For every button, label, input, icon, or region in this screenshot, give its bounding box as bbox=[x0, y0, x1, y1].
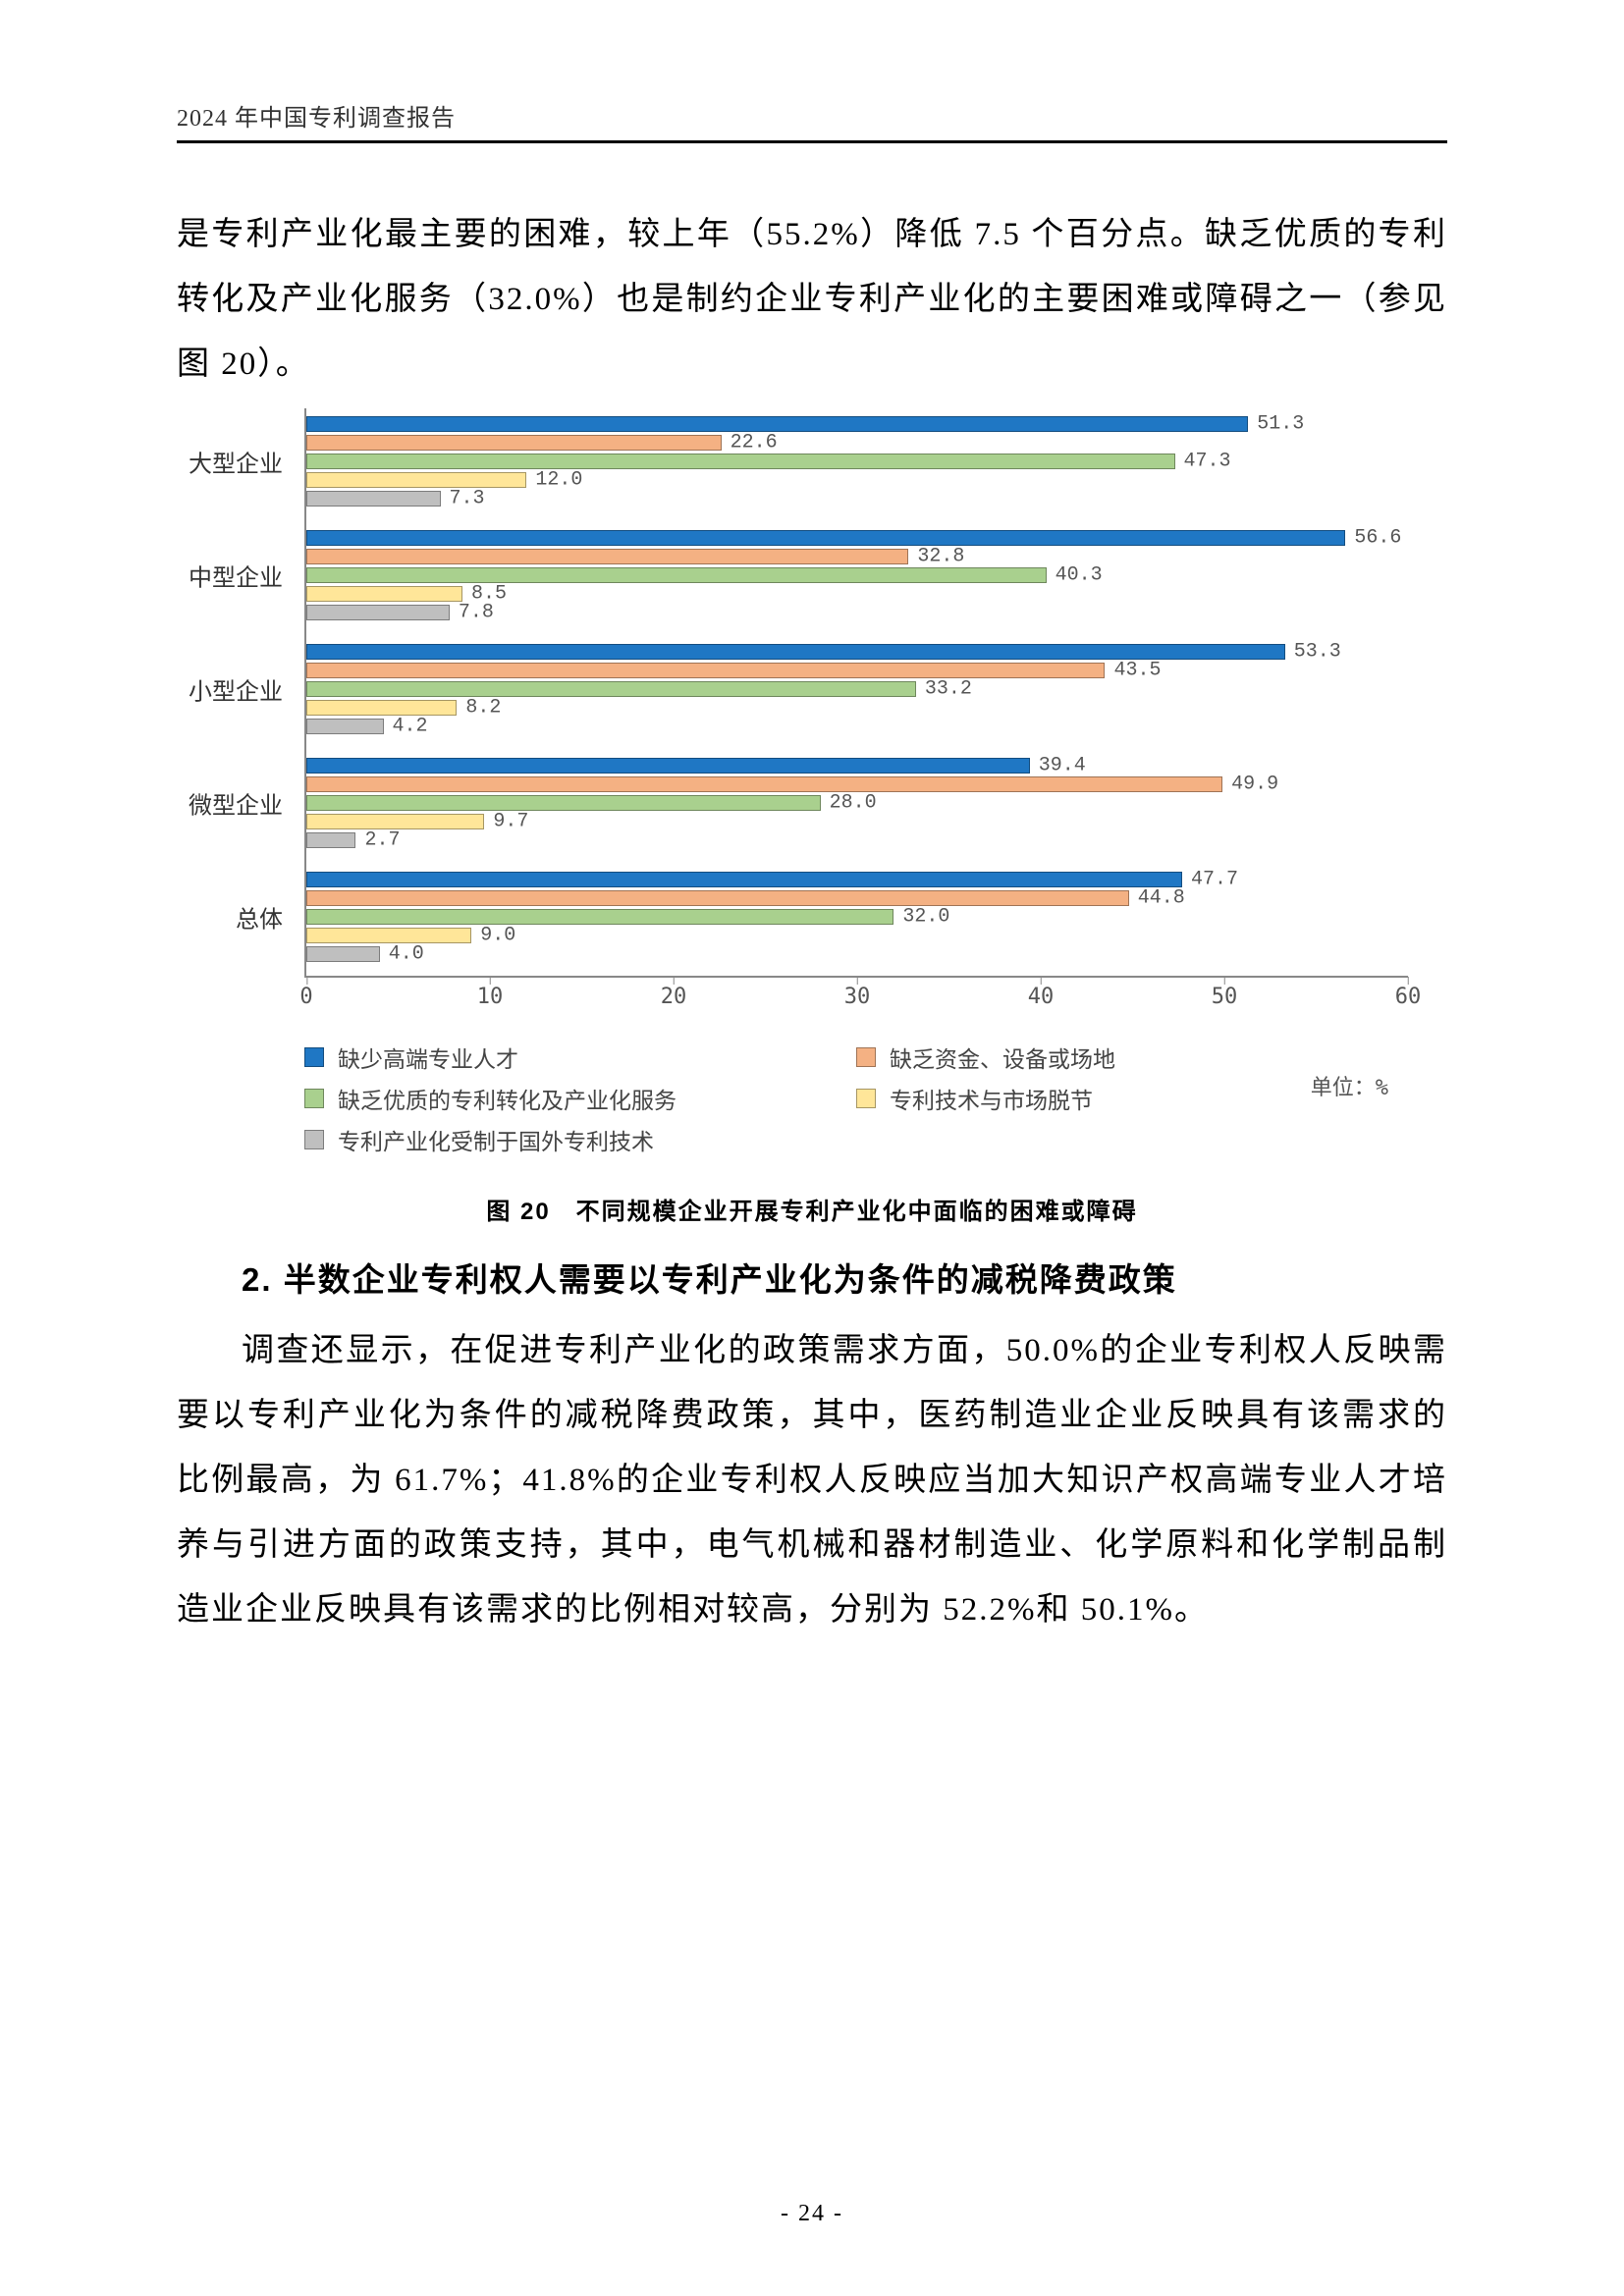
chart-xtick: 60 bbox=[1395, 985, 1422, 1009]
legend-swatch bbox=[856, 1047, 876, 1067]
chart-bar: 44.8 bbox=[306, 890, 1129, 906]
chart-bar: 49.9 bbox=[306, 776, 1222, 792]
chart-bar: 40.3 bbox=[306, 567, 1047, 583]
chart-xtick: 10 bbox=[477, 985, 504, 1009]
legend-label: 缺少高端专业人才 bbox=[338, 1041, 518, 1074]
legend-swatch bbox=[304, 1130, 324, 1149]
body-para-2: 调查还显示，在促进专利产业化的政策需求方面，50.0%的企业专利权人反映需要以专… bbox=[177, 1318, 1447, 1642]
chart-bar-value: 12.0 bbox=[525, 469, 582, 492]
legend-label: 缺乏资金、设备或场地 bbox=[890, 1041, 1115, 1074]
chart-bar: 9.0 bbox=[306, 928, 471, 943]
chart-bar: 51.3 bbox=[306, 416, 1248, 432]
chart-xtick: 40 bbox=[1028, 985, 1055, 1009]
legend-item: 缺少高端专业人才 bbox=[304, 1037, 856, 1078]
chart-bar: 7.3 bbox=[306, 491, 441, 507]
chart-bar: 8.2 bbox=[306, 700, 457, 716]
running-header: 2024 年中国专利调查报告 bbox=[177, 98, 1447, 133]
chart-bar: 22.6 bbox=[306, 435, 722, 451]
chart-bar-value: 2.7 bbox=[354, 829, 400, 852]
chart-bar-value: 56.6 bbox=[1344, 527, 1401, 550]
legend-item: 专利产业化受制于国外专利技术 bbox=[304, 1119, 856, 1160]
chart-group-label: 大型企业 bbox=[189, 445, 306, 479]
chart-bar: 7.8 bbox=[306, 605, 450, 620]
chart-bar-value: 4.0 bbox=[379, 943, 424, 966]
chart-bar-value: 28.0 bbox=[820, 792, 877, 815]
chart-bar-value: 32.8 bbox=[907, 546, 964, 568]
chart-bar-value: 7.3 bbox=[440, 488, 485, 510]
chart-group-label: 总体 bbox=[236, 900, 306, 934]
page-number: - 24 - bbox=[0, 2201, 1624, 2227]
legend-item: 缺乏资金、设备或场地 bbox=[856, 1037, 1408, 1078]
legend-swatch bbox=[304, 1047, 324, 1067]
chart-bar: 8.5 bbox=[306, 586, 462, 602]
chart-group-label: 小型企业 bbox=[189, 672, 306, 707]
chart-bar-value: 7.8 bbox=[449, 602, 494, 624]
chart-bar: 32.8 bbox=[306, 549, 908, 564]
chart-group-label: 微型企业 bbox=[189, 786, 306, 821]
legend-item: 专利技术与市场脱节 bbox=[856, 1078, 1408, 1119]
chart-bar: 56.6 bbox=[306, 530, 1345, 546]
chart-axes: 0102030405060大型企业51.322.647.312.07.3中型企业… bbox=[304, 408, 1408, 978]
chart-bar-value: 47.7 bbox=[1181, 869, 1238, 891]
chart-bar-value: 47.3 bbox=[1174, 451, 1231, 473]
chart-bar-value: 4.2 bbox=[383, 716, 428, 738]
chart-bar-value: 39.4 bbox=[1029, 755, 1086, 777]
figure-20-caption: 图 20 不同规模企业开展专利产业化中面临的困难或障碍 bbox=[177, 1192, 1447, 1226]
chart-bar: 28.0 bbox=[306, 795, 821, 811]
chart-bar: 47.3 bbox=[306, 454, 1175, 469]
chart-bar: 12.0 bbox=[306, 472, 526, 488]
page: 2024 年中国专利调查报告 是专利产业化最主要的困难，较上年（55.2%）降低… bbox=[0, 0, 1624, 2296]
chart-bar: 32.0 bbox=[306, 909, 893, 925]
chart-xtick: 30 bbox=[844, 985, 871, 1009]
legend-swatch bbox=[304, 1089, 324, 1108]
legend-label: 专利技术与市场脱节 bbox=[890, 1082, 1093, 1115]
chart-bar-value: 22.6 bbox=[721, 432, 778, 454]
legend-swatch bbox=[856, 1089, 876, 1108]
chart-group-label: 中型企业 bbox=[189, 559, 306, 593]
chart-bar: 4.2 bbox=[306, 719, 384, 734]
chart-bar-value: 44.8 bbox=[1128, 887, 1185, 910]
chart-bar-value: 9.0 bbox=[470, 925, 515, 947]
legend-label: 专利产业化受制于国外专利技术 bbox=[338, 1123, 654, 1156]
chart-plot-area: 0102030405060大型企业51.322.647.312.07.3中型企业… bbox=[304, 408, 1408, 1017]
chart-bar-value: 49.9 bbox=[1221, 774, 1278, 796]
chart-bar-value: 40.3 bbox=[1046, 564, 1103, 587]
chart-xtick: 50 bbox=[1212, 985, 1238, 1009]
chart-bar-value: 43.5 bbox=[1104, 660, 1161, 682]
chart-bar-value: 51.3 bbox=[1247, 413, 1304, 436]
chart-legend: 缺少高端专业人才 缺乏资金、设备或场地缺乏优质的专利转化及产业化服务 专利技术与市场… bbox=[304, 1037, 1408, 1160]
chart-bar-value: 33.2 bbox=[915, 678, 972, 701]
chart-bar: 43.5 bbox=[306, 663, 1105, 678]
chart-bar-value: 32.0 bbox=[893, 906, 949, 929]
chart-xtick: 20 bbox=[661, 985, 687, 1009]
chart-bar: 33.2 bbox=[306, 681, 916, 697]
chart-bar: 4.0 bbox=[306, 946, 380, 962]
section-heading-2: 2. 半数企业专利权人需要以专利产业化为条件的减税降费政策 bbox=[177, 1254, 1447, 1301]
chart-bar: 53.3 bbox=[306, 644, 1285, 660]
chart-bar: 2.7 bbox=[306, 832, 355, 848]
chart-bar-value: 8.2 bbox=[456, 697, 501, 720]
legend-label: 缺乏优质的专利转化及产业化服务 bbox=[338, 1082, 677, 1115]
chart-bar: 9.7 bbox=[306, 814, 484, 829]
figure-20-chart: 0102030405060大型企业51.322.647.312.07.3中型企业… bbox=[177, 408, 1447, 1174]
chart-bar: 39.4 bbox=[306, 758, 1030, 774]
chart-xtick: 0 bbox=[299, 985, 312, 1009]
body-para-1: 是专利产业化最主要的困难，较上年（55.2%）降低 7.5 个百分点。缺乏优质的… bbox=[177, 202, 1447, 397]
chart-bar-value: 9.7 bbox=[483, 811, 528, 833]
chart-bar-value: 53.3 bbox=[1284, 641, 1341, 664]
chart-bar: 47.7 bbox=[306, 872, 1182, 887]
legend-item: 缺乏优质的专利转化及产业化服务 bbox=[304, 1078, 856, 1119]
header-rule bbox=[177, 140, 1447, 143]
